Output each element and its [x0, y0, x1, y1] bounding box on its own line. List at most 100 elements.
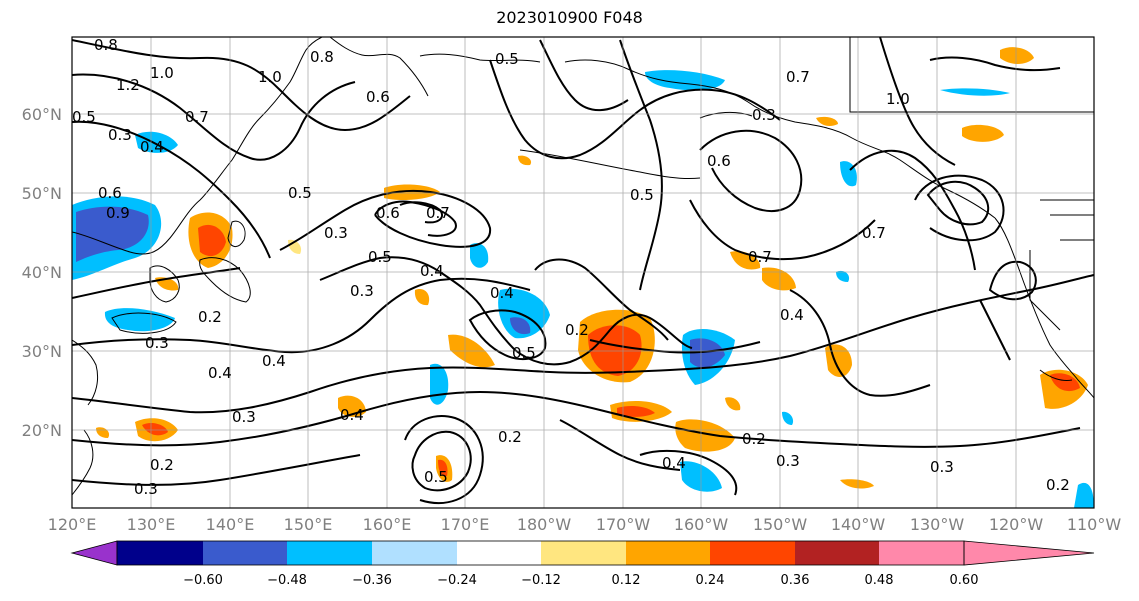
- colorbar-segment: [287, 541, 372, 565]
- colorbar-label: −0.60: [183, 573, 223, 588]
- contour-label: 0.8: [94, 36, 118, 54]
- lon-label: 170°W: [596, 515, 651, 534]
- map-title: 2023010900 F048: [496, 8, 643, 27]
- positive-anomaly-patch: [142, 422, 168, 436]
- lat-label: 30°N: [22, 342, 62, 361]
- positive-anomaly-patch: [414, 289, 430, 306]
- colorbar-labels: −0.60 −0.48 −0.36 −0.24 −0.12 0.12 0.24 …: [183, 573, 978, 588]
- lon-label: 110°W: [1067, 515, 1122, 534]
- longitude-labels: 120°E 130°E 140°E 150°E 160°E 170°E 180°…: [48, 515, 1122, 534]
- lon-label: 170°E: [441, 515, 490, 534]
- contour-label: 0.6: [366, 88, 390, 106]
- positive-anomaly-patch: [438, 459, 448, 477]
- colorbar-segment: [795, 541, 879, 565]
- lon-label: 150°E: [284, 515, 333, 534]
- colorbar-label: −0.24: [437, 573, 477, 588]
- contour-labels: 0.8 1.0 1.2 0.5 0.3 0.4 0.7 0.6 0.9 1.0 …: [72, 36, 1070, 498]
- contour-label: 0.4: [208, 364, 232, 382]
- contour-label: 0.5: [512, 344, 536, 362]
- lat-label: 40°N: [22, 263, 62, 282]
- contour-label: 0.8: [310, 48, 334, 66]
- lon-label: 120°W: [989, 515, 1044, 534]
- negative-anomaly-patch: [470, 243, 489, 268]
- contour-label: 0.3: [108, 126, 132, 144]
- contour-label: 0.9: [106, 204, 130, 222]
- contour-label: 0.3: [350, 282, 374, 300]
- contour-label: 0.4: [780, 306, 804, 324]
- colorbar-segment: [626, 541, 710, 565]
- colorbar-segment: [372, 541, 457, 565]
- colorbar-frame: [116, 540, 965, 566]
- positive-anomaly-patch: [1000, 47, 1034, 64]
- lat-label: 20°N: [22, 421, 62, 440]
- contour-label: 0.6: [707, 152, 731, 170]
- lon-label: 160°W: [674, 515, 729, 534]
- contour-label: 0.7: [862, 224, 886, 242]
- contour-label: 0.5: [288, 184, 312, 202]
- negative-anomaly-patch: [836, 270, 850, 282]
- plot-area: [72, 37, 1094, 508]
- lon-label: 130°W: [910, 515, 965, 534]
- positive-anomaly-patch: [675, 419, 735, 452]
- contour-label: 0.7: [426, 204, 450, 222]
- colorbar-label: 0.12: [612, 573, 641, 588]
- contour-label: 0.5: [630, 186, 654, 204]
- contour-label: 1.0: [150, 64, 174, 82]
- negative-anomaly-patch: [690, 338, 725, 368]
- positive-anomaly-patch: [1050, 373, 1080, 392]
- contour-label: 0.5: [368, 248, 392, 266]
- colorbar-segment: [457, 541, 541, 565]
- lon-label: 180°W: [517, 515, 572, 534]
- colorbar-segment: [117, 541, 203, 565]
- latitude-labels: 60°N 50°N 40°N 30°N 20°N: [22, 105, 62, 440]
- negative-anomaly-patch: [510, 317, 531, 335]
- lat-label: 60°N: [22, 105, 62, 124]
- contour-label: 1.2: [116, 76, 140, 94]
- contour-label: 0.7: [786, 68, 810, 86]
- contour-label: 0.2: [498, 428, 522, 446]
- negative-anomaly-patch: [104, 308, 175, 332]
- contour-label: 0.7: [748, 248, 772, 266]
- colorbar-label: −0.12: [521, 573, 561, 588]
- negative-anomaly-patch: [940, 88, 1010, 96]
- contour-label: 0.5: [424, 468, 448, 486]
- shaded-anomalies: [72, 47, 1094, 508]
- contour-label: 0.5: [495, 50, 519, 68]
- contour-label: 0.2: [1046, 476, 1070, 494]
- colorbar-min-extension: [70, 540, 118, 566]
- colorbar-segment: [879, 541, 964, 565]
- positive-anomaly-patch: [384, 184, 440, 200]
- contour-label: 0.4: [140, 138, 164, 156]
- lat-label: 50°N: [22, 184, 62, 203]
- positive-anomaly-patch: [725, 397, 741, 411]
- contour-label: 0.3: [134, 480, 158, 498]
- lon-label: 160°E: [363, 515, 412, 534]
- colorbar-segment: [710, 541, 795, 565]
- negative-anomaly-patch: [1074, 482, 1094, 508]
- colorbar-max-extension: [963, 540, 1095, 566]
- colorbar-label: 0.24: [696, 573, 725, 588]
- contour-label: 0.2: [565, 321, 589, 339]
- contour-label: 0.2: [742, 430, 766, 448]
- contour-label: 0.2: [150, 456, 174, 474]
- contour-label: 0.3: [776, 452, 800, 470]
- negative-anomaly-patch: [135, 131, 178, 153]
- colorbar-label: 0.36: [781, 573, 810, 588]
- contour-label: 1.0: [258, 68, 282, 86]
- contours: [72, 37, 1094, 504]
- contour-label: 0.4: [662, 454, 686, 472]
- colorbar-segment: [203, 541, 287, 565]
- plot-frame: [71, 36, 1095, 509]
- contour-label: 0.3: [930, 458, 954, 476]
- negative-anomaly-patch: [76, 206, 149, 262]
- colorbar-label: −0.48: [267, 573, 307, 588]
- contour-label: 0.3: [752, 106, 776, 124]
- colorbar-segment: [541, 541, 626, 565]
- positive-anomaly-patch: [816, 116, 838, 126]
- contour-label: 0.2: [198, 308, 222, 326]
- colorbar-label: 0.48: [865, 573, 894, 588]
- contour-label: 0.3: [145, 334, 169, 352]
- colorbar-label: −0.36: [352, 573, 392, 588]
- contour-label: 0.4: [420, 262, 444, 280]
